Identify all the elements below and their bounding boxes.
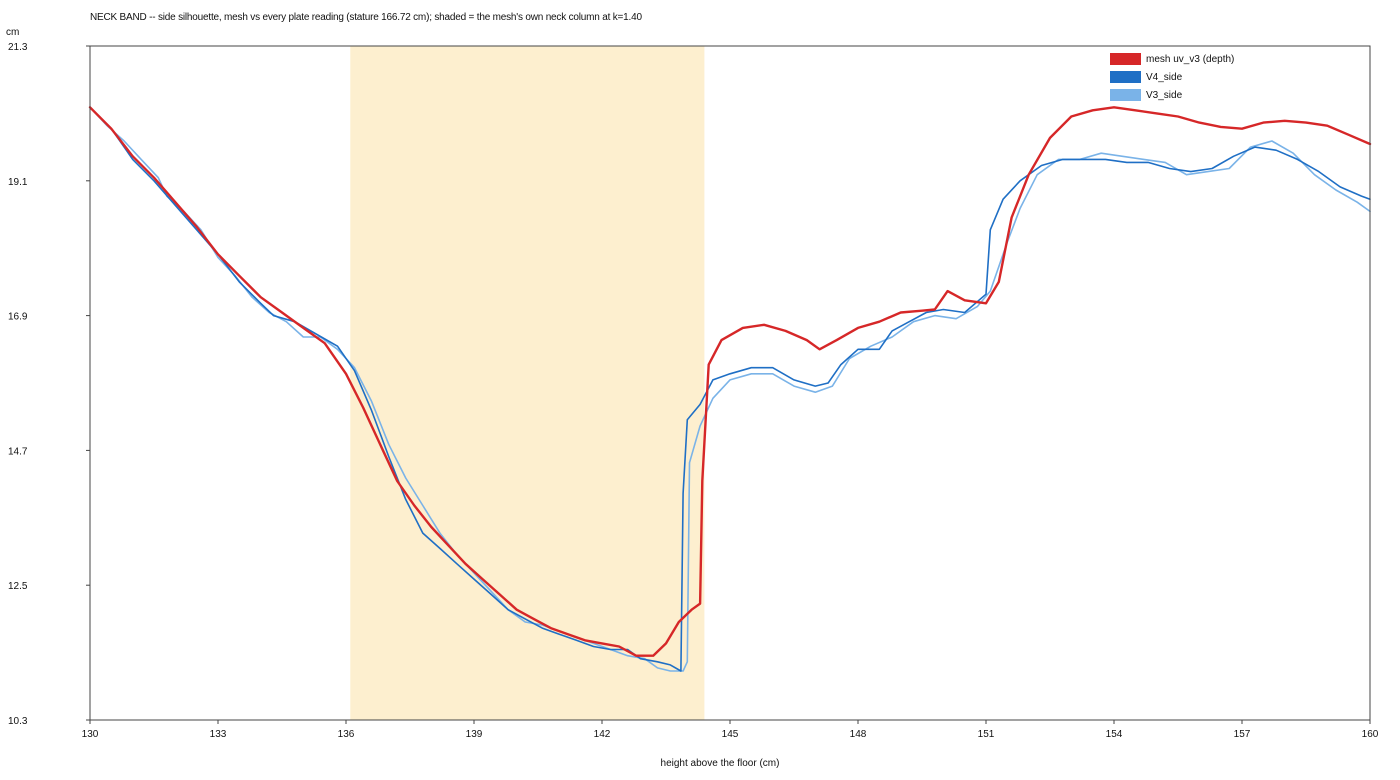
series-line-2	[89, 106, 1371, 672]
y-axis-ticks: 10.3 12.5 14.7 16.9 19.1 21.3	[8, 42, 90, 727]
x-tick-label: 151	[978, 729, 995, 740]
y-tick-label: 10.3	[8, 716, 28, 727]
y-tick-label: 12.5	[8, 581, 28, 592]
legend-swatch-1	[1110, 53, 1141, 65]
chart-title: NECK BAND -- side silhouette, mesh vs ev…	[90, 12, 642, 23]
x-tick-label: 145	[722, 729, 739, 740]
legend: mesh uv_v3 (depth) V4_side V3_side	[1110, 53, 1234, 101]
x-tick-label: 139	[466, 729, 483, 740]
x-tick-label: 154	[1106, 729, 1123, 740]
y-tick-label: 19.1	[8, 177, 28, 188]
series-layer	[88, 106, 1372, 672]
x-tick-label: 148	[850, 729, 867, 740]
legend-label-1: mesh uv_v3 (depth)	[1146, 54, 1234, 65]
x-tick-label: 142	[594, 729, 611, 740]
x-tick-label: 133	[210, 729, 227, 740]
y-tick-label: 16.9	[8, 312, 28, 323]
legend-swatch-3	[1110, 89, 1141, 101]
x-tick-label: 136	[338, 729, 355, 740]
x-tick-label: 130	[82, 729, 99, 740]
legend-label-2: V4_side	[1146, 72, 1183, 83]
x-axis-ticks: 130 133 136 139 142 145 148 151 154 157 160	[82, 720, 1379, 740]
x-tick-label: 157	[1234, 729, 1251, 740]
y-axis-unit-label: cm	[6, 27, 20, 38]
plot-frame	[89, 45, 1371, 721]
shaded-neck-column	[350, 46, 705, 720]
x-tick-label: 160	[1362, 729, 1379, 740]
legend-label-3: V3_side	[1146, 90, 1183, 101]
y-tick-label: 21.3	[8, 42, 28, 53]
series-line-3	[89, 106, 1371, 672]
y-tick-label: 14.7	[8, 446, 28, 457]
x-axis-label: height above the floor (cm)	[660, 758, 780, 769]
legend-swatch-2	[1110, 71, 1141, 83]
shaded-band-layer	[350, 46, 705, 720]
series-line-1	[88, 106, 1372, 657]
